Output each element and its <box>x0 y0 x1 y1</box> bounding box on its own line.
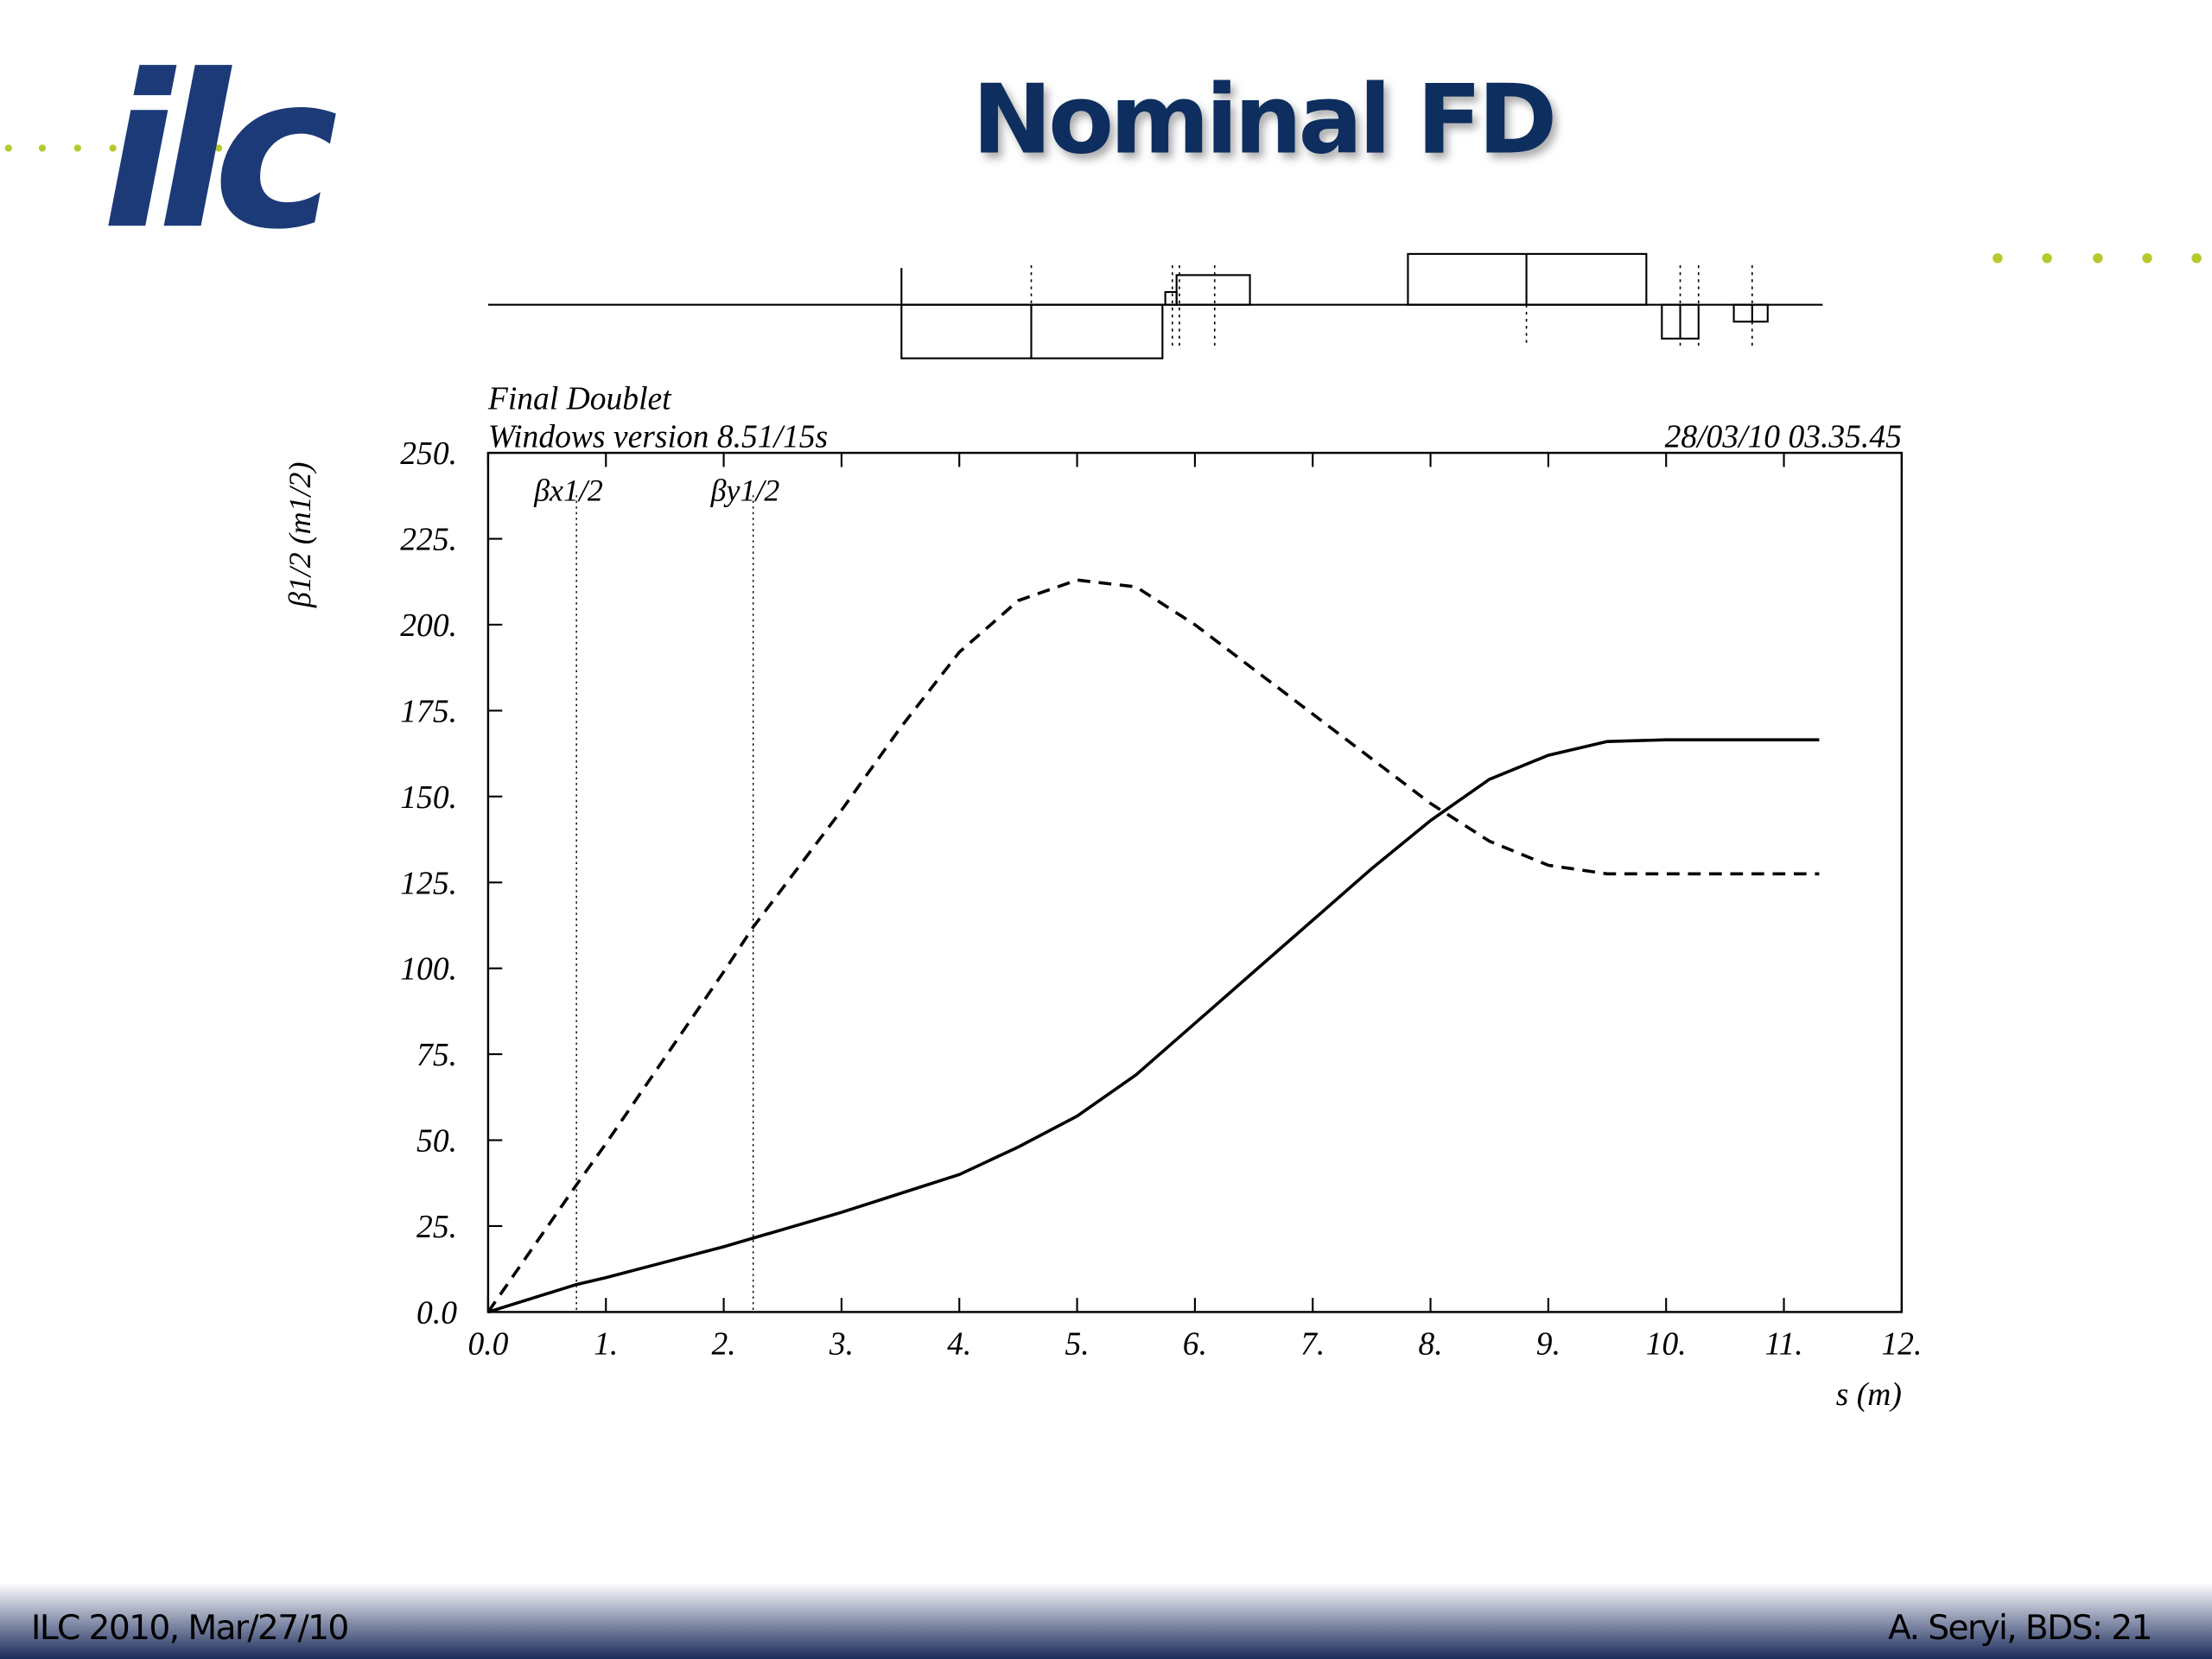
chart-header: Windows version 8.51/15s <box>488 420 828 455</box>
series-line <box>486 578 1820 1313</box>
y-tick-label: 75. <box>416 1038 457 1073</box>
y-tick-label: 100. <box>400 952 457 988</box>
logo: ilc <box>102 29 337 276</box>
chart-header: Final Doublet <box>487 381 672 416</box>
y-tick-label: 150. <box>400 780 457 816</box>
x-tick-label: 9. <box>1536 1326 1560 1362</box>
y-tick-label: 50. <box>416 1124 457 1160</box>
x-axis-label: s (m) <box>1836 1377 1902 1413</box>
x-tick-label: 10. <box>1646 1326 1687 1362</box>
slide-content: ilc Nominal FD ILC 2010, Mar/27/10 A. Se… <box>0 29 2212 1659</box>
legend-label: βx1/2 <box>533 474 603 508</box>
footer-bar <box>0 1582 2212 1659</box>
plot: 0.0 25. 50. 75. 100. 125. 150. 175. 200. 225. 250.… <box>283 381 1922 1413</box>
legend-label: βy1/2 <box>710 474 780 508</box>
y-tick-label: 125. <box>400 866 457 901</box>
y-tick-label: 0.0 <box>416 1295 457 1331</box>
decor-dots <box>4 144 2202 264</box>
magnet-layout <box>487 252 1823 359</box>
x-tick-label: 2. <box>711 1326 735 1362</box>
footer-right: A. Seryi, BDS: 21 <box>1888 1609 2152 1648</box>
x-tick-label: 8. <box>1418 1326 1442 1362</box>
y-tick-label: 200. <box>400 608 457 644</box>
series-line <box>487 738 1820 1314</box>
x-tick-label: 0.0 <box>467 1326 508 1362</box>
x-tick-label: 5. <box>1065 1326 1089 1362</box>
slide-title: Nominal FD <box>972 64 1554 175</box>
y-axis-label: β1/2 (m1/2) <box>283 462 317 608</box>
y-tick-label: 25. <box>416 1210 457 1245</box>
plot-frame <box>486 451 1904 1313</box>
y-tick-label: 225. <box>400 523 457 558</box>
x-tick-label: 11. <box>1764 1326 1802 1362</box>
y-tick-label: 250. <box>400 436 457 472</box>
x-tick-label: 3. <box>829 1326 854 1362</box>
x-tick-label: 7. <box>1300 1326 1325 1362</box>
x-tick-label: 12. <box>1881 1326 1922 1362</box>
chart-header-date: 28/03/10 03.35.45 <box>1665 420 1902 455</box>
x-tick-label: 4. <box>947 1326 971 1362</box>
footer-left: ILC 2010, Mar/27/10 <box>31 1609 348 1648</box>
x-tick-label: 1. <box>594 1326 618 1362</box>
x-tick-label: 6. <box>1183 1326 1207 1362</box>
y-tick-label: 175. <box>400 694 457 729</box>
